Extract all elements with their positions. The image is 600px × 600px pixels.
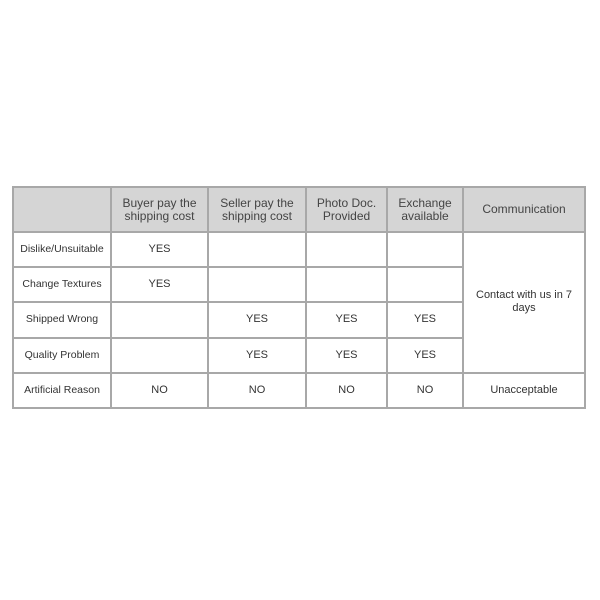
header-seller-pay: Seller pay the shipping cost (207, 186, 307, 233)
cell: YES (305, 301, 388, 339)
table-row: Quality Problem YES YES YES (12, 336, 585, 374)
cell: YES (110, 266, 209, 304)
cell: YES (386, 301, 464, 339)
table-row: Shipped Wrong YES YES YES (12, 301, 585, 339)
row-label: Dislike/Unsuitable (12, 230, 112, 269)
table-row: Artificial Reason NO NO NO NO Unacceptab… (12, 371, 586, 410)
cell: YES (305, 336, 388, 374)
cell (207, 230, 307, 269)
cell: NO (386, 371, 464, 410)
header-row: Buyer pay the shipping cost Seller pay t… (12, 186, 586, 233)
cell: NO (207, 371, 307, 410)
return-policy-table: Buyer pay the shipping cost Seller pay t… (12, 186, 586, 410)
cell (386, 266, 464, 304)
row-label: Artificial Reason (12, 371, 112, 410)
header-communication: Communication (462, 186, 586, 233)
row-label: Quality Problem (12, 336, 112, 374)
cell: YES (110, 230, 209, 269)
cell (207, 266, 307, 304)
row-label: Change Textures (12, 266, 112, 304)
cell: YES (386, 336, 464, 374)
table-row: Dislike/Unsuitable YES Contact with us i… (12, 230, 586, 374)
cell (110, 336, 209, 374)
communication-contact: Contact with us in 7 days (462, 231, 586, 374)
cell (305, 266, 388, 304)
table-row: Change Textures YES (12, 266, 585, 304)
cell: NO (305, 371, 388, 410)
header-exchange: Exchange available (386, 186, 464, 233)
cell (386, 230, 464, 269)
cell: NO (110, 371, 209, 410)
header-photo-doc: Photo Doc. Provided (305, 186, 388, 233)
cell (305, 230, 388, 269)
cell (110, 301, 209, 339)
header-buyer-pay: Buyer pay the shipping cost (110, 186, 209, 233)
cell: YES (207, 301, 307, 339)
cell: YES (207, 336, 307, 374)
header-empty (12, 186, 112, 233)
row-label: Shipped Wrong (12, 301, 112, 339)
communication-unacceptable: Unacceptable (462, 371, 586, 410)
